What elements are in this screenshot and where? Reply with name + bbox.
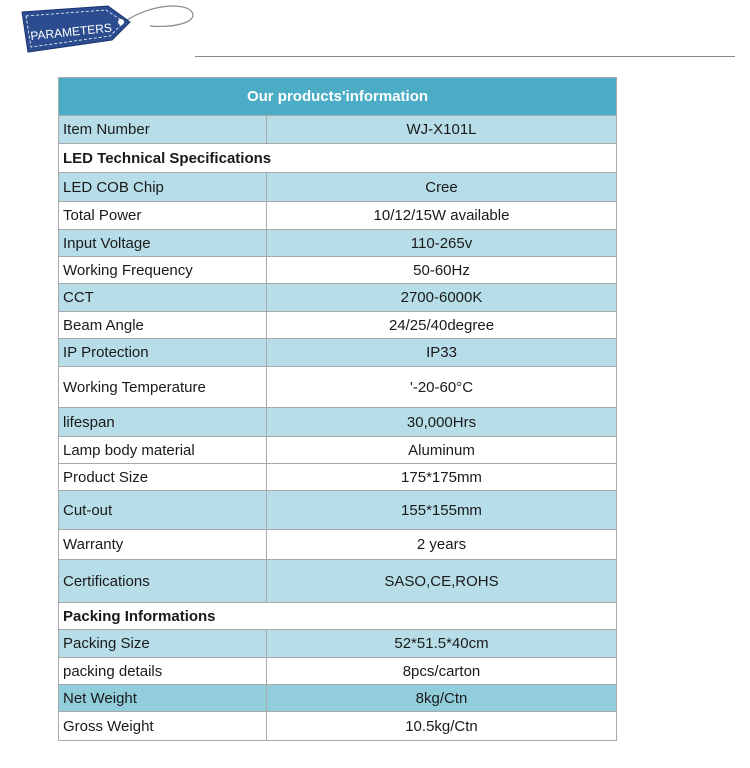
spec-value: 175*175mm (266, 463, 617, 491)
table-row: IP Protection IP33 (58, 338, 617, 367)
spec-value: WJ-X101L (266, 115, 617, 144)
spec-value: SASO,CE,ROHS (266, 559, 617, 603)
spec-label: lifespan (58, 407, 267, 437)
table-row: Certifications SASO,CE,ROHS (58, 559, 617, 603)
spec-label: Working Frequency (58, 256, 267, 284)
spec-value: IP33 (266, 338, 617, 367)
table-row: Working Temperature '-20-60°C (58, 366, 617, 408)
table-row: LED COB Chip Cree (58, 172, 617, 202)
table-row: Total Power 10/12/15W available (58, 201, 617, 230)
spec-label: CCT (58, 283, 267, 312)
spec-value: 8kg/Ctn (266, 684, 617, 712)
table-row: Item Number WJ-X101L (58, 115, 617, 144)
spec-value: 52*51.5*40cm (266, 629, 617, 658)
table-row: Product Size 175*175mm (58, 463, 617, 491)
spec-value: 10.5kg/Ctn (266, 711, 617, 741)
spec-label: Net Weight (58, 684, 267, 712)
spec-value: 155*155mm (266, 490, 617, 530)
section-header-row: LED Technical Specifications (58, 143, 617, 173)
table-row: Lamp body material Aluminum (58, 436, 617, 464)
table-row: Packing Size 52*51.5*40cm (58, 629, 617, 658)
section-header: LED Technical Specifications (58, 143, 617, 173)
spec-value: 8pcs/carton (266, 657, 617, 685)
spec-label: Packing Size (58, 629, 267, 658)
table-row: packing details 8pcs/carton (58, 657, 617, 685)
spec-value: Aluminum (266, 436, 617, 464)
spec-label: Working Temperature (58, 366, 267, 408)
product-spec-table: Our products'information Item Number WJ-X… (58, 77, 617, 741)
spec-value: 2 years (266, 529, 617, 560)
table-row: Warranty 2 years (58, 529, 617, 560)
spec-label: Beam Angle (58, 311, 267, 339)
spec-value: '-20-60°C (266, 366, 617, 408)
spec-value: 50-60Hz (266, 256, 617, 284)
spec-label: Cut-out (58, 490, 267, 530)
table-row: CCT 2700-6000K (58, 283, 617, 312)
spec-label: IP Protection (58, 338, 267, 367)
spec-label: Certifications (58, 559, 267, 603)
spec-label: Gross Weight (58, 711, 267, 741)
spec-label: Input Voltage (58, 229, 267, 257)
table-title: Our products'information (58, 77, 617, 116)
spec-label: packing details (58, 657, 267, 685)
parameters-tag-badge: PARAMETERS (21, 5, 194, 53)
table-title-row: Our products'information (58, 77, 617, 116)
spec-value: 10/12/15W available (266, 201, 617, 230)
header-divider (195, 56, 735, 57)
spec-value: 2700-6000K (266, 283, 617, 312)
table-row: Cut-out 155*155mm (58, 490, 617, 530)
table-row: Beam Angle 24/25/40degree (58, 311, 617, 339)
spec-label: Lamp body material (58, 436, 267, 464)
spec-label: Total Power (58, 201, 267, 230)
table-row: Gross Weight 10.5kg/Ctn (58, 711, 617, 741)
table-row: Net Weight 8kg/Ctn (58, 684, 617, 712)
spec-value: 110-265v (266, 229, 617, 257)
table-row: lifespan 30,000Hrs (58, 407, 617, 437)
spec-label: Item Number (58, 115, 267, 144)
section-header-row: Packing Informations (58, 602, 617, 630)
spec-value: 30,000Hrs (266, 407, 617, 437)
spec-label: LED COB Chip (58, 172, 267, 202)
table-row: Working Frequency 50-60Hz (58, 256, 617, 284)
spec-label: Product Size (58, 463, 267, 491)
section-header: Packing Informations (58, 602, 617, 630)
table-row: Input Voltage 110-265v (58, 229, 617, 257)
spec-value: 24/25/40degree (266, 311, 617, 339)
tag-hole-icon (118, 19, 124, 25)
spec-label: Warranty (58, 529, 267, 560)
spec-value: Cree (266, 172, 617, 202)
